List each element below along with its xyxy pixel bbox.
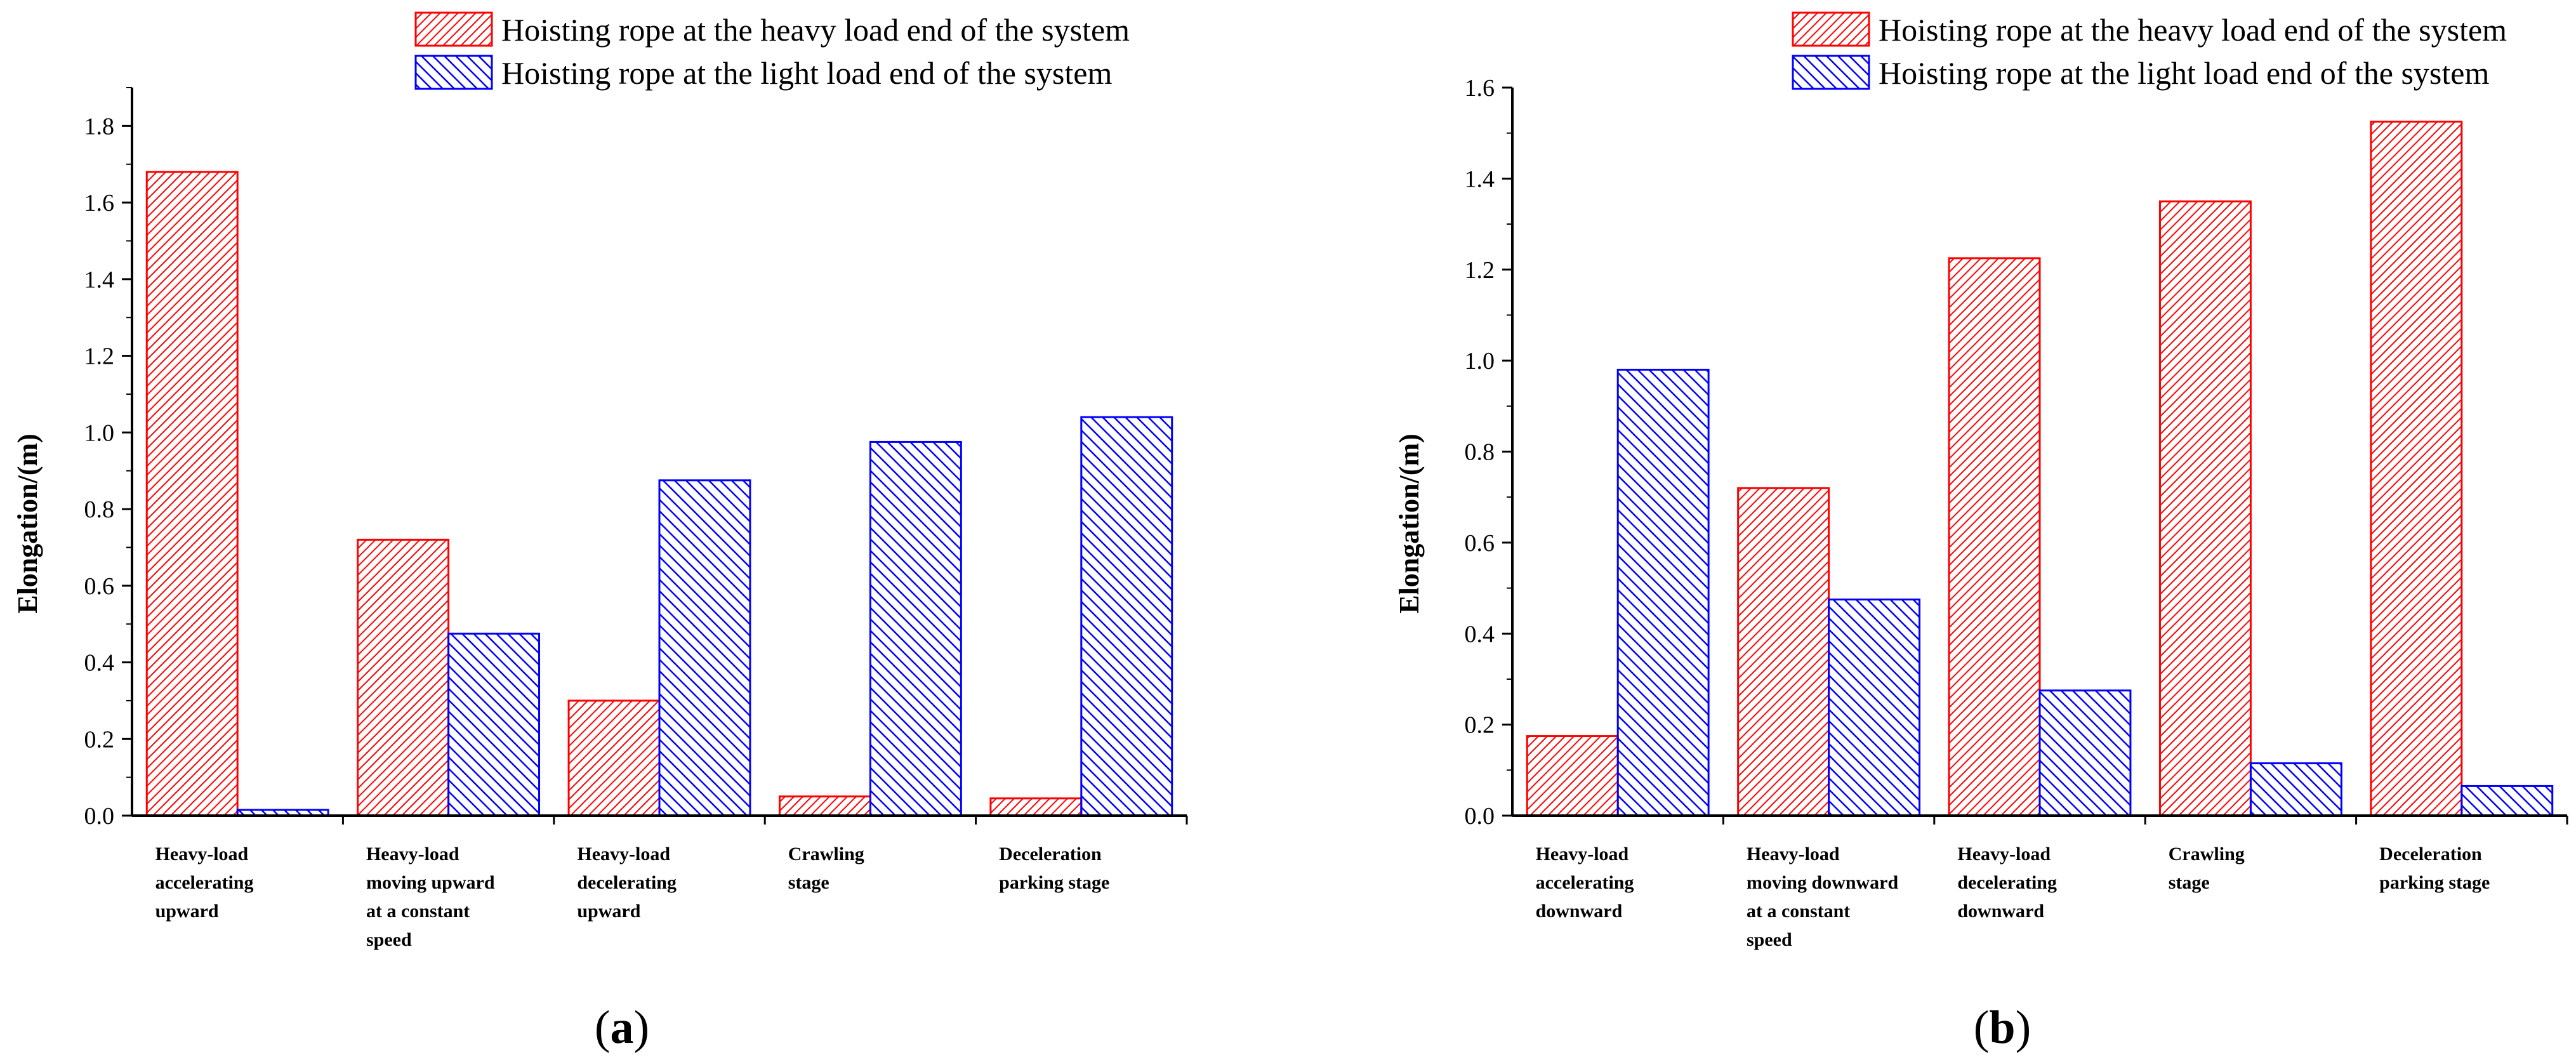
y-tick-label: 0.8 xyxy=(84,496,115,523)
x-category-label: Heavy-load xyxy=(155,844,249,865)
bars-b xyxy=(1526,121,2554,817)
x-category-label: speed xyxy=(1747,929,1792,950)
x-category-label: accelerating xyxy=(1536,872,1634,893)
legend-b-heavy-swatch xyxy=(1792,11,1870,47)
bar-heavy xyxy=(2158,200,2252,817)
x-category-label: at a constant xyxy=(1747,901,1850,922)
bar-heavy xyxy=(145,171,239,817)
y-axis-b-ticks: 0.0 0.2 0.4 0.6 0.8 1.0 1.2 1.4 1.6 xyxy=(1465,75,1512,830)
bar-heavy xyxy=(567,699,661,817)
x-category-label: parking stage xyxy=(999,872,1109,893)
y-tick-label: 1.0 xyxy=(1465,348,1495,374)
chart-panel-a: Elongation/(m) 0.0 0.2 0.4 0.6 0.8 1.0 1.2 1.4 1… xyxy=(12,87,1188,1054)
x-category-label: Heavy-load xyxy=(1957,844,2051,865)
y-axis-a-ticks: 0.0 0.2 0.4 0.6 0.8 1.0 1.2 1.4 1.6 1.8 xyxy=(84,87,132,830)
y-tick-label: 0.2 xyxy=(1465,712,1495,739)
caption-b: (b) xyxy=(1974,1002,2031,1054)
y-tick-label: 1.6 xyxy=(84,190,115,216)
y-tick-label: 0.2 xyxy=(84,726,115,753)
x-category-label: downward xyxy=(1957,901,2044,922)
y-tick-label: 1.0 xyxy=(84,420,115,446)
x-category-label: stage xyxy=(2169,872,2210,893)
bar-light xyxy=(1828,598,1921,817)
ylabel-b: Elongation/(m) xyxy=(1394,434,1425,614)
x-category-label: Heavy-load xyxy=(1747,844,1840,865)
x-category-label: Deceleration xyxy=(2379,844,2482,865)
bar-light xyxy=(2038,689,2132,817)
bar-heavy xyxy=(1526,735,1619,817)
y-tick-label: 0.4 xyxy=(84,650,115,677)
bar-heavy xyxy=(2370,121,2463,817)
y-tick-label: 0.8 xyxy=(1465,439,1495,466)
y-tick-label: 1.8 xyxy=(84,113,115,140)
legend-b-light-label: Hoisting rope at the light load end of t… xyxy=(1879,55,2489,91)
legend-a-heavy-swatch xyxy=(414,11,493,47)
legend-a-light-swatch xyxy=(414,55,493,90)
bar-light xyxy=(1616,368,1710,817)
bar-heavy xyxy=(778,795,871,817)
x-category-label: moving downward xyxy=(1747,872,1899,893)
bars-a xyxy=(145,171,1173,817)
x-category-label: decelerating xyxy=(1957,872,2057,893)
legend-a: Hoisting rope at the heavy load end of t… xyxy=(414,11,1130,91)
x-category-label: upward xyxy=(155,901,219,922)
legend-a-heavy-label: Hoisting rope at the heavy load end of t… xyxy=(501,12,1130,48)
y-tick-label: 1.6 xyxy=(1465,75,1495,102)
x-category-label: decelerating xyxy=(577,872,677,893)
bar-heavy xyxy=(1948,257,2041,817)
x-category-label: downward xyxy=(1536,901,1623,922)
x-category-label: Heavy-load xyxy=(577,844,670,865)
bar-light xyxy=(2460,785,2554,817)
y-tick-label: 1.4 xyxy=(1465,166,1495,192)
bar-light xyxy=(2249,762,2342,817)
legend-a-light-label: Hoisting rope at the light load end of t… xyxy=(501,55,1112,91)
x-category-label: Heavy-load xyxy=(366,844,459,865)
bar-light xyxy=(869,441,962,817)
y-tick-label: 1.2 xyxy=(84,343,115,370)
bar-heavy xyxy=(989,797,1083,817)
y-tick-label: 1.4 xyxy=(84,267,115,293)
x-category-label: parking stage xyxy=(2379,872,2490,893)
y-tick-label: 0.0 xyxy=(1465,803,1495,830)
bar-heavy xyxy=(357,538,450,817)
bar-light xyxy=(447,632,541,817)
x-category-label: Crawling xyxy=(2169,844,2245,865)
chart-panel-b: Elongation/(m) 0.0 0.2 0.4 0.6 0.8 1.0 1.2 1.4 1… xyxy=(1394,75,2568,1054)
x-category-label: speed xyxy=(366,929,412,950)
x-category-label: Crawling xyxy=(788,844,864,865)
legend-b-light-swatch xyxy=(1792,55,1870,90)
y-tick-label: 0.4 xyxy=(1465,621,1495,647)
bar-light xyxy=(1080,416,1173,817)
y-tick-label: 0.6 xyxy=(1465,530,1495,557)
y-tick-label: 0.6 xyxy=(84,573,115,600)
x-category-label: Deceleration xyxy=(999,844,1102,865)
x-category-label: moving upward xyxy=(366,872,495,893)
y-tick-label: 0.0 xyxy=(84,803,115,830)
x-category-label: upward xyxy=(577,901,640,922)
caption-a: (a) xyxy=(595,1002,649,1054)
y-tick-label: 1.2 xyxy=(1465,257,1495,284)
x-category-label: Heavy-load xyxy=(1536,844,1629,865)
ylabel-a: Elongation/(m) xyxy=(12,434,43,614)
bar-light xyxy=(658,479,751,817)
legend-b-heavy-label: Hoisting rope at the heavy load end of t… xyxy=(1879,12,2507,48)
bar-heavy xyxy=(1737,487,1830,817)
x-category-label: stage xyxy=(788,872,829,893)
x-categories-a: Heavy-load accelerating upward Heavy-load mo… xyxy=(155,816,1188,950)
x-category-label: at a constant xyxy=(366,901,470,922)
x-category-label: accelerating xyxy=(155,872,254,893)
x-categories-b: Heavy-load accelerating downward Heavy-load… xyxy=(1536,816,2568,950)
legend-b: Hoisting rope at the heavy load end of t… xyxy=(1792,11,2507,91)
